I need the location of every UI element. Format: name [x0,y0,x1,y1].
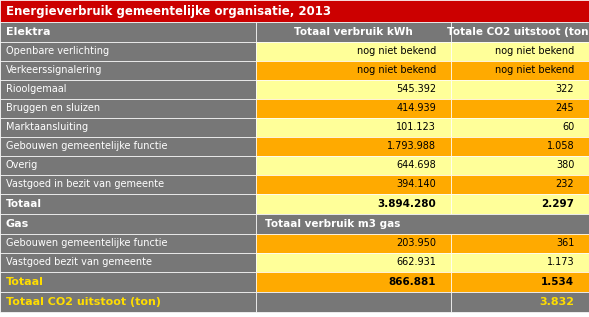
Text: Totaal: Totaal [6,199,42,209]
Text: Gas: Gas [6,219,29,229]
Text: 361: 361 [556,238,574,249]
Bar [256,175,451,194]
Text: Openbare verlichting: Openbare verlichting [6,47,109,56]
Bar [451,253,589,272]
Bar [0,22,256,42]
Bar [0,214,256,234]
Text: 1.793.988: 1.793.988 [387,141,436,152]
Bar [451,99,589,118]
Text: 380: 380 [556,160,574,171]
Bar [451,22,589,42]
Bar [0,42,256,61]
Text: Marktaansluiting: Marktaansluiting [6,122,88,133]
Text: Overig: Overig [6,160,38,171]
Text: 644.698: 644.698 [396,160,436,171]
Text: 3.894.280: 3.894.280 [377,199,436,209]
Text: Vastgoed in bezit van gemeente: Vastgoed in bezit van gemeente [6,179,164,190]
Text: Totale CO2 uitstoot (ton): Totale CO2 uitstoot (ton) [446,27,589,37]
Bar [256,118,451,137]
Text: 232: 232 [555,179,574,190]
Bar [256,137,451,156]
Bar [451,42,589,61]
Bar [0,80,256,99]
Bar [256,234,451,253]
Bar [451,61,589,80]
Bar [451,234,589,253]
Text: Verkeerssignalering: Verkeerssignalering [6,66,102,75]
Text: Totaal CO2 uitstoot (ton): Totaal CO2 uitstoot (ton) [6,297,161,307]
Bar [256,99,451,118]
Bar [451,156,589,175]
Text: Bruggen en sluizen: Bruggen en sluizen [6,103,100,113]
Bar [256,214,589,234]
Text: 545.392: 545.392 [396,85,436,94]
Text: 394.140: 394.140 [396,179,436,190]
Bar [0,0,589,22]
Bar [0,118,256,137]
Bar [451,194,589,214]
Text: 101.123: 101.123 [396,122,436,133]
Text: 245: 245 [555,103,574,113]
Bar [256,253,451,272]
Bar [256,42,451,61]
Bar [256,272,451,292]
Bar [451,80,589,99]
Bar [451,137,589,156]
Bar [256,292,451,312]
Bar [0,61,256,80]
Text: Elektra: Elektra [6,27,51,37]
Bar [0,234,256,253]
Text: nog niet bekend: nog niet bekend [356,66,436,75]
Text: Rioolgemaal: Rioolgemaal [6,85,67,94]
Bar [0,253,256,272]
Text: Vastgoed bezit van gemeente: Vastgoed bezit van gemeente [6,257,152,268]
Text: 60: 60 [562,122,574,133]
Text: 1.173: 1.173 [547,257,574,268]
Text: 866.881: 866.881 [388,277,436,287]
Text: Totaal verbruik m3 gas: Totaal verbruik m3 gas [265,219,401,229]
Bar [256,22,451,42]
Text: nog niet bekend: nog niet bekend [495,47,574,56]
Bar [256,61,451,80]
Bar [0,194,256,214]
Text: nog niet bekend: nog niet bekend [495,66,574,75]
Bar [0,292,256,312]
Text: 1.534: 1.534 [541,277,574,287]
Bar [451,272,589,292]
Bar [451,118,589,137]
Bar [256,194,451,214]
Bar [451,175,589,194]
Bar [0,175,256,194]
Text: 203.950: 203.950 [396,238,436,249]
Text: Totaal: Totaal [6,277,44,287]
Bar [0,156,256,175]
Bar [256,156,451,175]
Text: Gebouwen gemeentelijke functie: Gebouwen gemeentelijke functie [6,141,167,152]
Bar [0,137,256,156]
Text: Gebouwen gemeentelijke functie: Gebouwen gemeentelijke functie [6,238,167,249]
Text: 1.058: 1.058 [547,141,574,152]
Text: 414.939: 414.939 [396,103,436,113]
Text: 322: 322 [555,85,574,94]
Text: nog niet bekend: nog niet bekend [356,47,436,56]
Text: Totaal verbruik kWh: Totaal verbruik kWh [294,27,413,37]
Text: Energieverbruik gemeentelijke organisatie, 2013: Energieverbruik gemeentelijke organisati… [6,4,331,17]
Bar [451,292,589,312]
Text: 2.297: 2.297 [541,199,574,209]
Bar [0,272,256,292]
Bar [256,80,451,99]
Text: 662.931: 662.931 [396,257,436,268]
Text: 3.832: 3.832 [540,297,574,307]
Bar [0,99,256,118]
